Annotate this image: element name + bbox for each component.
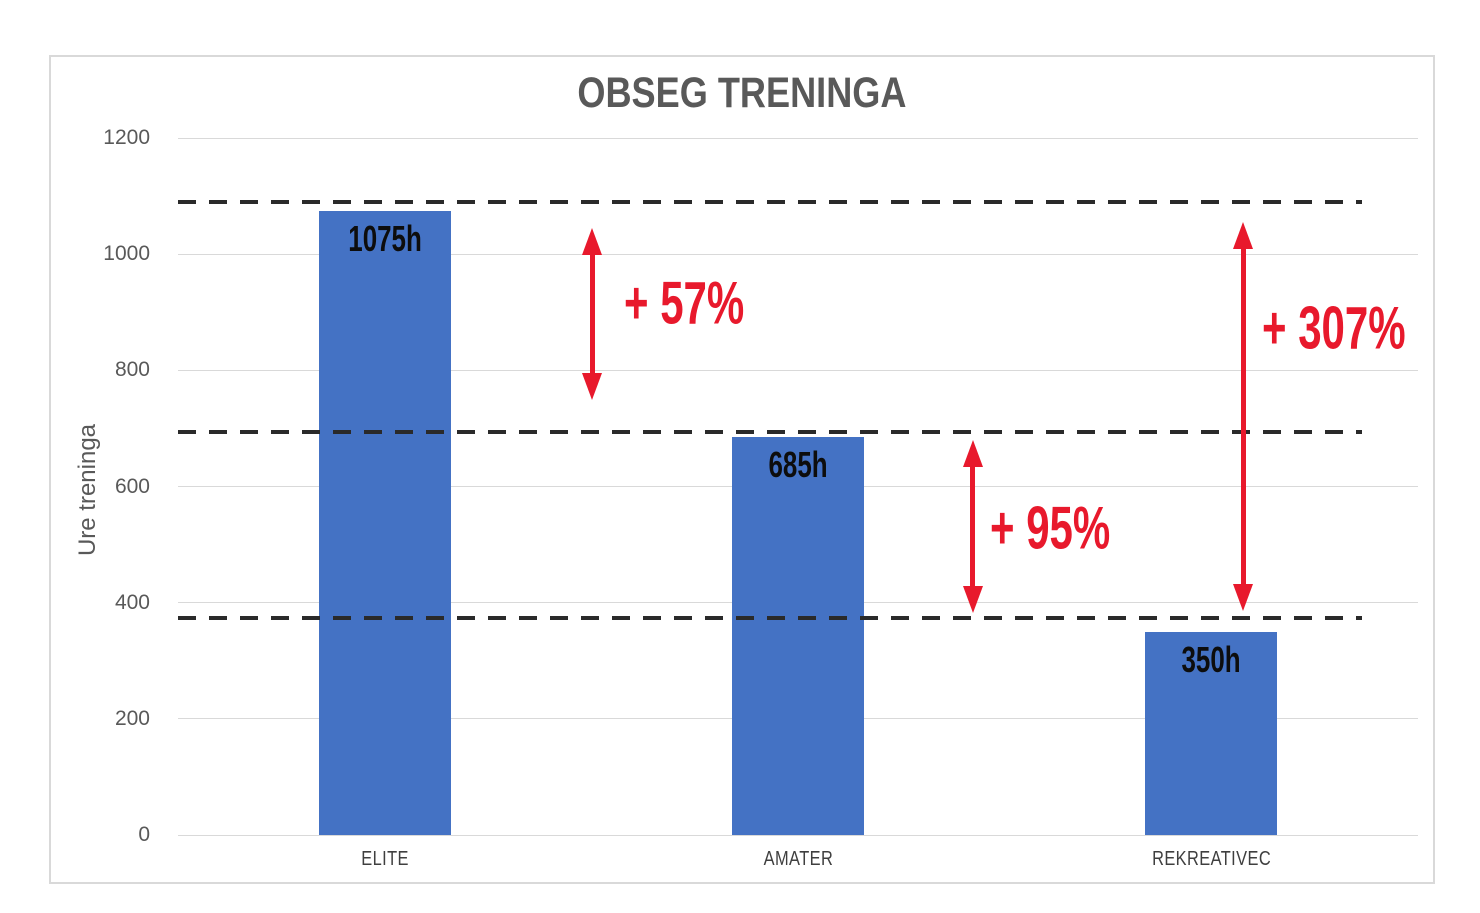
- chart-title: OBSEG TRENINGA: [51, 71, 1433, 115]
- plot-area: 0 200 400 600 800 1000 1200 1075h ELITE 685h AMATE…: [103, 126, 1418, 870]
- gridline: [178, 137, 1418, 139]
- gridline: [178, 834, 1418, 836]
- arrowhead-up-icon: [582, 228, 603, 256]
- bar-value-label: 1075h: [319, 217, 451, 259]
- y-tick-label: 400: [114, 590, 150, 614]
- y-tick-label: 0: [138, 823, 150, 846]
- bar-value-text: 685h: [768, 444, 828, 486]
- gridline: [178, 369, 1418, 371]
- bar-value-text: 1075h: [347, 217, 422, 259]
- arrowhead-up-icon: [962, 440, 983, 468]
- increase-label: + 57%: [624, 269, 745, 337]
- x-category-text: AMATER: [763, 848, 833, 870]
- x-category-text: REKREATIVEC: [1151, 848, 1271, 870]
- x-category-label: ELITE: [178, 847, 591, 871]
- bar-value-label: 685h: [732, 445, 864, 485]
- arrow-shaft: [589, 246, 595, 382]
- arrowhead-up-icon: [1233, 222, 1254, 250]
- dashed-reference-line: [178, 429, 1363, 434]
- dashed-reference-line: [178, 615, 1363, 620]
- bar-value-text: 350h: [1181, 638, 1241, 680]
- increase-label: + 95%: [990, 494, 1111, 562]
- bar-rekreativec: [1145, 631, 1278, 835]
- dashed-reference-line: [178, 199, 1363, 204]
- chart-frame: OBSEG TRENINGA Ure treninga 0 200 400 600 80…: [49, 55, 1435, 884]
- arrowhead-down-icon: [962, 586, 983, 614]
- increase-label: + 307%: [1261, 294, 1406, 362]
- y-tick-label: 600: [114, 474, 150, 498]
- y-tick-label: 1200: [103, 126, 150, 149]
- increase-arrow: [962, 440, 983, 614]
- arrow-shaft: [1240, 240, 1246, 593]
- bar-amater: [732, 437, 864, 835]
- x-category-label: REKREATIVEC: [1005, 847, 1418, 871]
- y-tick-label: 800: [114, 358, 150, 382]
- increase-arrow: [1233, 222, 1254, 611]
- arrow-shaft: [970, 458, 976, 596]
- chart-title-text: OBSEG TRENINGA: [577, 69, 907, 117]
- bar-value-label: 350h: [1145, 638, 1277, 680]
- y-tick-label: 200: [114, 706, 150, 730]
- bar-elite: [318, 210, 451, 835]
- gridline: [178, 253, 1418, 255]
- increase-arrow: [582, 228, 603, 400]
- x-category-text: ELITE: [360, 848, 409, 870]
- x-category-label: AMATER: [591, 847, 1004, 871]
- y-tick-label: 1000: [103, 242, 150, 266]
- arrowhead-down-icon: [582, 372, 603, 400]
- arrowhead-down-icon: [1233, 583, 1254, 611]
